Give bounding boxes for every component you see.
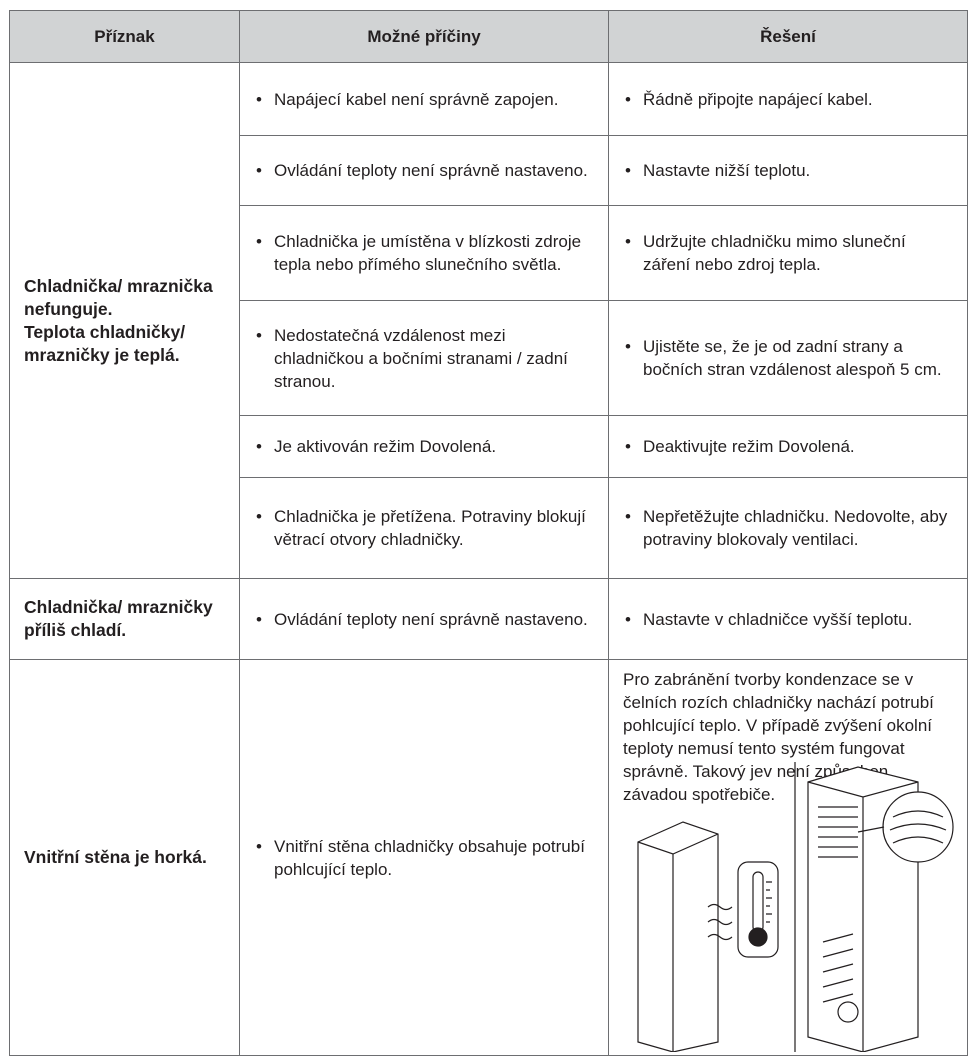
cause-text: Ovládání teploty není správně nastaveno. — [254, 159, 594, 182]
cause-cell: Napájecí kabel není správně zapojen. — [239, 62, 609, 136]
header-cell: Příznak — [9, 10, 240, 63]
cause-cell: Ovládání teploty není správně nastaveno. — [239, 578, 609, 660]
solution-text: Deaktivujte režim Dovolená. — [623, 435, 953, 458]
solution-cell: Udržujte chladničku mimo sluneční záření… — [608, 205, 968, 301]
symptom-text: Teplota chladničky/ mrazničky je teplá. — [24, 321, 186, 365]
symptom-cell: Chladnička/ mrazničky příliš chladí. — [9, 578, 240, 660]
solution-cell: Nastavte v chladničce vyšší teplotu. — [608, 578, 968, 660]
cause-text: Vnitřní stěna chladničky obsahuje potrub… — [254, 835, 594, 881]
solution-cell: Deaktivujte režim Dovolená. — [608, 415, 968, 478]
cause-cell: Chladnička je umístěna v blízkosti zdroj… — [239, 205, 609, 301]
table-row: Chladnička/ mrazničky příliš chladí. Ovlá… — [9, 578, 968, 660]
solution-cell: Nepřetěžujte chladničku. Nedovolte, aby … — [608, 477, 968, 579]
table-row: Chladnička je umístěna v blízkosti zdroj… — [10, 205, 968, 301]
cause-cell: Ovládání teploty není správně nastaveno. — [239, 135, 609, 206]
table-row: Je aktivován režim Dovolená. Deaktivujte … — [10, 415, 968, 478]
table-row: Chladnička/ mraznička nefunguje. Teplota … — [9, 62, 968, 579]
cause-text: Ovládání teploty není správně nastaveno. — [254, 608, 594, 631]
solution-text: Nepřetěžujte chladničku. Nedovolte, aby … — [623, 505, 953, 551]
symptom-text: Chladnička/ mrazničky příliš chladí. — [24, 597, 213, 640]
solution-text: Udržujte chladničku mimo sluneční záření… — [623, 230, 953, 276]
cause-cell: Je aktivován režim Dovolená. — [239, 415, 609, 478]
cause-cell: Nedostatečná vzdálenost mezi chladničkou… — [239, 300, 609, 416]
solution-text: Ujistěte se, že je od zadní strany a boč… — [623, 335, 953, 381]
symptom-text: Chladnička/ mraznička nefunguje. — [24, 275, 213, 319]
table-row: Chladnička je přetížena. Potraviny bloku… — [10, 477, 968, 579]
table-body: Chladnička/ mraznička nefunguje. Teplota … — [9, 62, 968, 1056]
illustration — [637, 762, 954, 1052]
cause-text: Napájecí kabel není správně zapojen. — [254, 88, 594, 111]
solution-note: Pro zabránění tvorby kondenzace se v čel… — [623, 670, 934, 804]
cause-text: Nedostatečná vzdálenost mezi chladničkou… — [254, 324, 594, 393]
cause-cell: Chladnička je přetížena. Potraviny bloku… — [239, 477, 609, 579]
symptom-cell: Chladnička/ mraznička nefunguje. Teplota … — [9, 62, 240, 579]
solution-cell: Řádně připojte napájecí kabel. — [608, 62, 968, 136]
symptom-text: Vnitřní stěna je horká. — [24, 847, 207, 867]
solution-cell: Ujistěte se, že je od zadní strany a boč… — [608, 300, 968, 416]
solution-text: Řádně připojte napájecí kabel. — [623, 88, 953, 111]
troubleshooting-table: Příznak Možné příčiny Řešení Chladnička/… — [9, 10, 968, 1056]
solution-text: Nastavte v chladničce vyšší teplotu. — [623, 608, 953, 631]
symptom-cell: Vnitřní stěna je horká. — [9, 659, 240, 1056]
cause-text: Chladnička je umístěna v blízkosti zdroj… — [254, 230, 594, 276]
cause-cell: Vnitřní stěna chladničky obsahuje potrub… — [239, 659, 609, 1056]
header-cell: Řešení — [608, 10, 968, 63]
solution-cell: Nastavte nižší teplotu. — [608, 135, 968, 206]
header-cell: Možné příčiny — [239, 10, 609, 63]
table-row: Nedostatečná vzdálenost mezi chladničkou… — [10, 300, 968, 416]
cause-text: Chladnička je přetížena. Potraviny bloku… — [254, 505, 594, 551]
header-row: Příznak Možné příčiny Řešení — [9, 10, 968, 63]
cause-text: Je aktivován režim Dovolená. — [254, 435, 594, 458]
table-row: Ovládání teploty není správně nastaveno.… — [10, 135, 968, 206]
solution-text: Nastavte nižší teplotu. — [623, 159, 953, 182]
